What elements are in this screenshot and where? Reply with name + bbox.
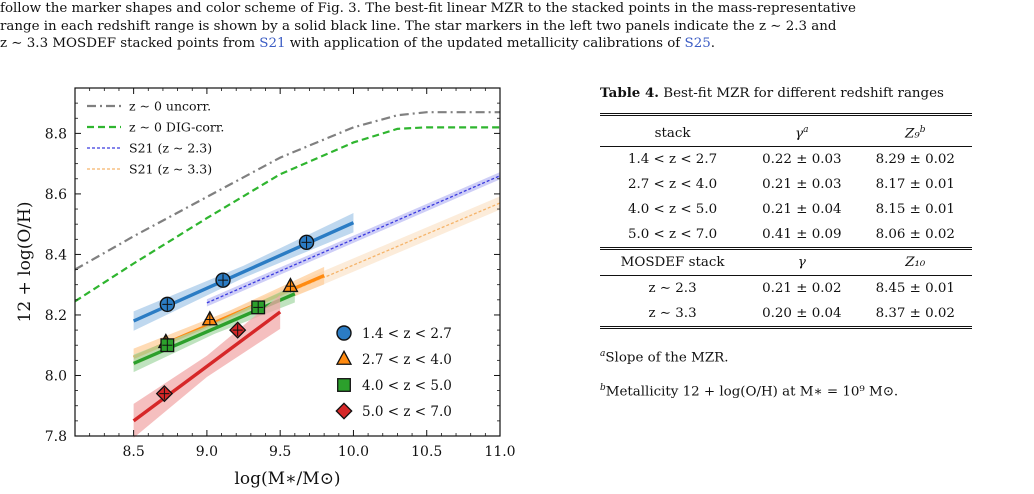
table-row: z ∼ 2.3 0.21 ± 0.02 8.45 ± 0.01 xyxy=(600,276,972,302)
y-tick-label: 8.0 xyxy=(45,368,67,384)
table-header-mosdef: MOSDEF stack xyxy=(600,247,746,276)
x-tick-label: 8.5 xyxy=(122,444,144,460)
caption-line-2: range in each redshift range is shown by… xyxy=(0,18,837,34)
table-header-z10: Z₁₀ xyxy=(858,247,972,276)
reference-curve-1 xyxy=(75,126,500,303)
table-cell: 0.41 ± 0.09 xyxy=(762,227,842,242)
caption-line-1: follow the marker shapes and color schem… xyxy=(0,1,856,16)
table-cell: 8.45 ± 0.01 xyxy=(875,281,955,296)
legend-label: 4.0 < z < 5.0 xyxy=(362,378,452,394)
caption-line-3: z ∼ 3.3 MOSDEF stacked points from S21 w… xyxy=(0,35,1034,53)
x-tick-label: 9.5 xyxy=(269,444,291,460)
table-header-z9: Z₉b xyxy=(858,114,972,147)
plot-frame xyxy=(74,87,501,437)
table-cell: z ∼ 2.3 xyxy=(648,281,697,296)
reference-curve-2 xyxy=(206,175,500,304)
mzr-table: stack γa Z₉b 1.4 < z < 2.7 0.22 ± 0.03 8… xyxy=(600,113,972,329)
table-4: Table 4. Best-fit MZR for different reds… xyxy=(600,84,972,408)
table-cell: 0.21 ± 0.04 xyxy=(762,202,842,217)
table-cell: z ∼ 3.3 xyxy=(648,306,697,321)
table-note-b: bMetallicity 12 + log(O/H) at M∗ = 10⁹ M… xyxy=(600,383,899,400)
y-axis-label: 12 + log(O/H) xyxy=(15,202,35,323)
table-cell: 8.17 ± 0.01 xyxy=(875,177,955,192)
table-row: 2.7 < z < 4.0 0.21 ± 0.03 8.17 ± 0.01 xyxy=(600,172,972,197)
table-section-header: MOSDEF stack γ Z₁₀ xyxy=(600,247,972,276)
table-cell: 0.22 ± 0.03 xyxy=(762,152,842,167)
y-tick-label: 8.4 xyxy=(45,247,67,263)
legend-label: 5.0 < z < 7.0 xyxy=(362,404,452,420)
x-tick-label: 11.0 xyxy=(484,444,515,460)
table-cell: 5.0 < z < 7.0 xyxy=(627,227,718,242)
table-row: 5.0 < z < 7.0 0.41 ± 0.09 8.06 ± 0.02 xyxy=(600,222,972,249)
legend-label: S21 (z ∼ 3.3) xyxy=(129,162,212,177)
citation-link-s21[interactable]: S21 xyxy=(259,36,286,52)
figure-caption: follow the marker shapes and color schem… xyxy=(0,0,1034,53)
table-cell: 0.20 ± 0.04 xyxy=(762,306,842,321)
legend-label: S21 (z ∼ 2.3) xyxy=(129,141,212,156)
table-cell: 8.29 ± 0.02 xyxy=(875,152,955,167)
table-header-gamma-2: γ xyxy=(745,247,859,276)
mzr-chart: 8.5 9.0 9.5 10.0 10.5 11.0 7.8 8.0 8.2 8.4 8.6 8.8 l… xyxy=(15,87,516,489)
legend-marker xyxy=(335,349,353,365)
table-row: z ∼ 3.3 0.20 ± 0.04 8.37 ± 0.02 xyxy=(600,301,972,328)
fit-line-3 xyxy=(132,310,282,423)
table-cell: 2.7 < z < 4.0 xyxy=(627,177,718,192)
y-tick-label: 7.8 xyxy=(45,429,67,445)
x-tick-label: 9.0 xyxy=(196,444,218,460)
table-caption-label: Table 4. xyxy=(600,85,659,101)
caption-line-3-mid: with application of the updated metallic… xyxy=(289,36,681,52)
y-tick-label: 8.8 xyxy=(45,126,67,142)
table-row: 1.4 < z < 2.7 0.22 ± 0.03 8.29 ± 0.02 xyxy=(600,147,972,173)
table-notes: aSlope of the MZR. bMetallicity 12 + log… xyxy=(600,339,972,408)
table-row: 4.0 < z < 5.0 0.21 ± 0.04 8.15 ± 0.01 xyxy=(600,197,972,222)
table-header-gamma: γa xyxy=(745,114,859,147)
reference-curve-0 xyxy=(75,111,500,271)
x-tick-label: 10.0 xyxy=(338,444,369,460)
legend-label: 2.7 < z < 4.0 xyxy=(362,352,452,368)
y-tick-label: 8.2 xyxy=(45,308,67,324)
table-caption-text: Best-fit MZR for different redshift rang… xyxy=(663,86,944,101)
table-cell: 1.4 < z < 2.7 xyxy=(627,152,718,167)
table-note-a: aSlope of the MZR. xyxy=(600,349,729,366)
table-caption: Table 4. Best-fit MZR for different reds… xyxy=(600,84,972,103)
table-cell: 8.37 ± 0.02 xyxy=(875,306,955,321)
table-cell: 0.21 ± 0.02 xyxy=(762,281,842,296)
legend-marker xyxy=(337,378,351,392)
citation-link-s25[interactable]: S25 xyxy=(684,36,711,52)
legend-label: 1.4 < z < 2.7 xyxy=(362,326,452,342)
y-tick-label: 8.6 xyxy=(45,187,67,203)
legend-marker xyxy=(335,402,353,420)
table-header-row: stack γa Z₉b xyxy=(600,114,972,147)
table-cell: 8.15 ± 0.01 xyxy=(875,202,955,217)
table-cell: 0.21 ± 0.03 xyxy=(762,177,842,192)
x-tick-label: 10.5 xyxy=(411,444,442,460)
legend-label: z ∼ 0 uncorr. xyxy=(129,99,211,114)
reference-band-2 xyxy=(206,172,500,307)
legend-marker xyxy=(336,325,352,341)
legend-label: z ∼ 0 DIG-corr. xyxy=(129,120,224,135)
table-cell: 8.06 ± 0.02 xyxy=(875,227,955,242)
caption-line-3-start: z ∼ 3.3 MOSDEF stacked points from xyxy=(0,36,256,52)
reference-curve-3 xyxy=(206,202,500,328)
x-axis-label: log(M∗/M⊙) xyxy=(234,469,340,489)
table-cell: 4.0 < z < 5.0 xyxy=(627,202,718,217)
table-header-stack: stack xyxy=(600,114,746,147)
caption-line-3-end: . xyxy=(710,36,715,52)
